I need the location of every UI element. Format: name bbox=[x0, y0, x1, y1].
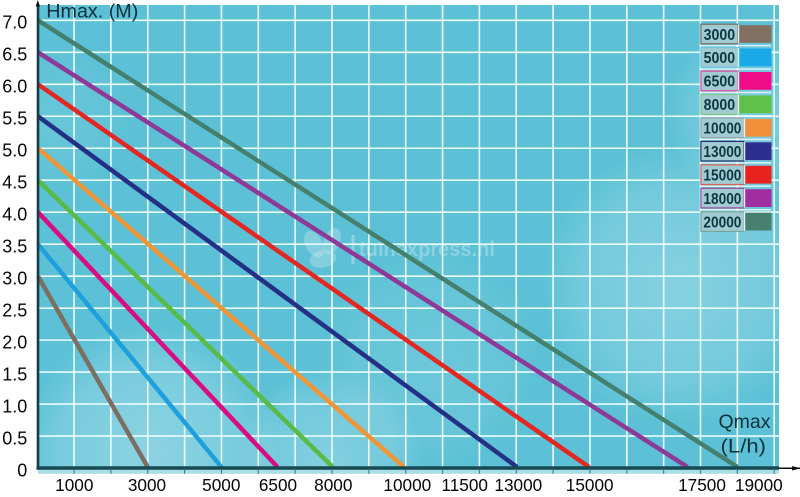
svg-text:(L/h): (L/h) bbox=[721, 435, 767, 457]
svg-text:3.5: 3.5 bbox=[2, 237, 27, 257]
svg-text:5000: 5000 bbox=[704, 50, 736, 67]
svg-text:5000: 5000 bbox=[202, 475, 240, 492]
svg-text:8000: 8000 bbox=[704, 97, 736, 114]
svg-text:0: 0 bbox=[17, 460, 27, 480]
svg-text:6.0: 6.0 bbox=[2, 77, 27, 97]
svg-text:5.5: 5.5 bbox=[2, 109, 27, 129]
svg-text:10000: 10000 bbox=[383, 475, 431, 492]
svg-text:13000: 13000 bbox=[703, 144, 741, 161]
svg-text:1.5: 1.5 bbox=[2, 364, 27, 384]
svg-text:6500: 6500 bbox=[704, 74, 736, 91]
svg-text:2.5: 2.5 bbox=[2, 300, 27, 320]
svg-text:15000: 15000 bbox=[566, 475, 614, 492]
svg-text:10000: 10000 bbox=[703, 121, 741, 138]
svg-text:0.5: 0.5 bbox=[2, 428, 27, 448]
svg-text:20000: 20000 bbox=[703, 214, 741, 231]
svg-text:1000: 1000 bbox=[55, 475, 93, 492]
svg-text:Qmax: Qmax bbox=[718, 411, 770, 433]
svg-text:18000: 18000 bbox=[703, 191, 741, 208]
svg-text:2.0: 2.0 bbox=[2, 332, 27, 352]
svg-text:8000: 8000 bbox=[314, 475, 352, 492]
svg-text:5.0: 5.0 bbox=[2, 141, 27, 161]
svg-text:13000: 13000 bbox=[494, 475, 542, 492]
svg-text:3000: 3000 bbox=[128, 475, 166, 492]
svg-text:19000: 19000 bbox=[735, 475, 783, 492]
svg-text:17500: 17500 bbox=[678, 475, 726, 492]
svg-text:7.0: 7.0 bbox=[2, 13, 27, 33]
svg-text:3000: 3000 bbox=[704, 27, 736, 44]
svg-text:11500: 11500 bbox=[441, 475, 488, 492]
svg-text:3.0: 3.0 bbox=[2, 269, 27, 289]
svg-text:15000: 15000 bbox=[703, 168, 741, 185]
svg-text:1.0: 1.0 bbox=[2, 396, 27, 416]
svg-text:6500: 6500 bbox=[259, 475, 297, 492]
svg-text:6.5: 6.5 bbox=[2, 45, 27, 65]
svg-text:4.0: 4.0 bbox=[2, 205, 27, 225]
svg-text:tuinexpress.nl: tuinexpress.nl bbox=[359, 238, 495, 261]
svg-text:Hmax. (M): Hmax. (M) bbox=[46, 0, 138, 22]
svg-text:4.5: 4.5 bbox=[2, 173, 27, 193]
